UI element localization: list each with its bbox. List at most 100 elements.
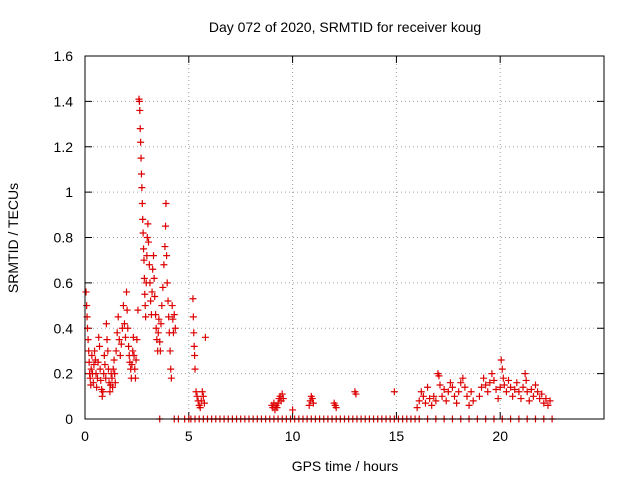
data-point <box>137 170 145 178</box>
data-point <box>490 376 498 384</box>
data-point <box>101 361 109 369</box>
data-point <box>478 383 486 391</box>
data-point <box>289 406 297 414</box>
data-point <box>544 401 552 409</box>
data-point <box>114 313 122 321</box>
axis-ticks: 0 0.2 0.4 0.6 0.8 1 1.2 1.4 1.6 0 5 10 15 20 <box>54 48 604 444</box>
data-point <box>305 401 313 409</box>
data-point <box>167 374 175 382</box>
data-point <box>352 390 360 398</box>
data-point <box>104 347 112 355</box>
data-point <box>109 365 117 373</box>
data-point <box>273 404 281 412</box>
data-point <box>97 376 105 384</box>
data-point <box>131 374 139 382</box>
data-point <box>467 388 475 396</box>
data-point <box>525 397 533 405</box>
data-point <box>136 125 144 133</box>
data-point <box>137 138 145 146</box>
data-point <box>448 383 456 391</box>
data-point <box>137 154 145 162</box>
data-point <box>519 383 527 391</box>
data-point <box>99 388 107 396</box>
data-point <box>442 397 450 405</box>
data-point <box>189 313 197 321</box>
data-point <box>438 392 446 400</box>
data-point <box>141 302 149 310</box>
data-point <box>145 238 153 246</box>
data-point <box>160 261 168 269</box>
data-point <box>152 324 160 332</box>
data-point <box>131 365 139 373</box>
data-point <box>86 374 94 382</box>
data-point <box>148 288 156 296</box>
data-point <box>91 347 99 355</box>
data-point <box>444 388 452 396</box>
data-point <box>156 338 164 346</box>
data-point <box>103 336 111 344</box>
data-point <box>113 329 121 337</box>
data-point <box>191 365 199 373</box>
data-point <box>98 392 106 400</box>
data-point <box>200 399 208 407</box>
data-point <box>161 243 169 251</box>
data-point <box>156 347 164 355</box>
data-point <box>511 386 519 394</box>
data-point <box>92 370 100 378</box>
data-point <box>132 356 140 364</box>
data-point <box>119 302 127 310</box>
data-point <box>96 342 104 350</box>
data-point <box>143 252 151 260</box>
data-point <box>120 320 128 328</box>
data-point <box>190 342 198 350</box>
data-point <box>134 306 142 314</box>
data-point <box>465 401 473 409</box>
data-point <box>540 399 548 407</box>
data-point <box>143 234 151 241</box>
data-point <box>171 324 179 332</box>
data-point <box>110 356 118 364</box>
data-point <box>419 392 427 400</box>
data-point <box>196 404 204 412</box>
data-point <box>82 288 90 296</box>
data-point <box>515 388 523 396</box>
data-point <box>145 261 153 269</box>
data-point <box>121 333 129 341</box>
data-point <box>482 381 490 389</box>
data-point <box>129 333 137 341</box>
data-point <box>128 361 136 369</box>
data-point <box>527 386 535 394</box>
data-point <box>147 297 155 305</box>
y-tick-label: 1.2 <box>54 139 74 155</box>
data-point <box>133 336 141 344</box>
data-point <box>168 302 176 310</box>
data-point <box>390 388 398 396</box>
data-point <box>150 252 158 260</box>
y-tick-label: 1.4 <box>54 93 74 109</box>
chart-title: Day 072 of 2020, SRMTID for receiver kou… <box>209 19 481 35</box>
data-point <box>415 397 423 405</box>
x-tick-label: 0 <box>81 428 89 444</box>
data-point <box>93 383 101 391</box>
data-point <box>162 222 170 230</box>
data-point <box>191 351 199 359</box>
data-point <box>436 381 444 389</box>
data-point <box>88 351 96 359</box>
data-point <box>430 392 438 400</box>
y-tick-label: 0.2 <box>54 366 74 382</box>
data-point <box>144 220 152 228</box>
data-point <box>170 311 178 319</box>
data-point <box>492 386 500 394</box>
data-point <box>167 365 175 373</box>
data-point <box>123 306 131 314</box>
data-point <box>89 379 97 387</box>
data-point <box>108 374 116 382</box>
data-point <box>496 383 504 391</box>
data-point <box>201 333 209 341</box>
data-point <box>162 199 170 207</box>
plot-frame <box>84 55 605 420</box>
x-tick-label: 10 <box>285 428 301 444</box>
y-tick-label: 1.6 <box>54 48 74 64</box>
data-point <box>125 342 133 350</box>
data-point <box>199 392 207 400</box>
